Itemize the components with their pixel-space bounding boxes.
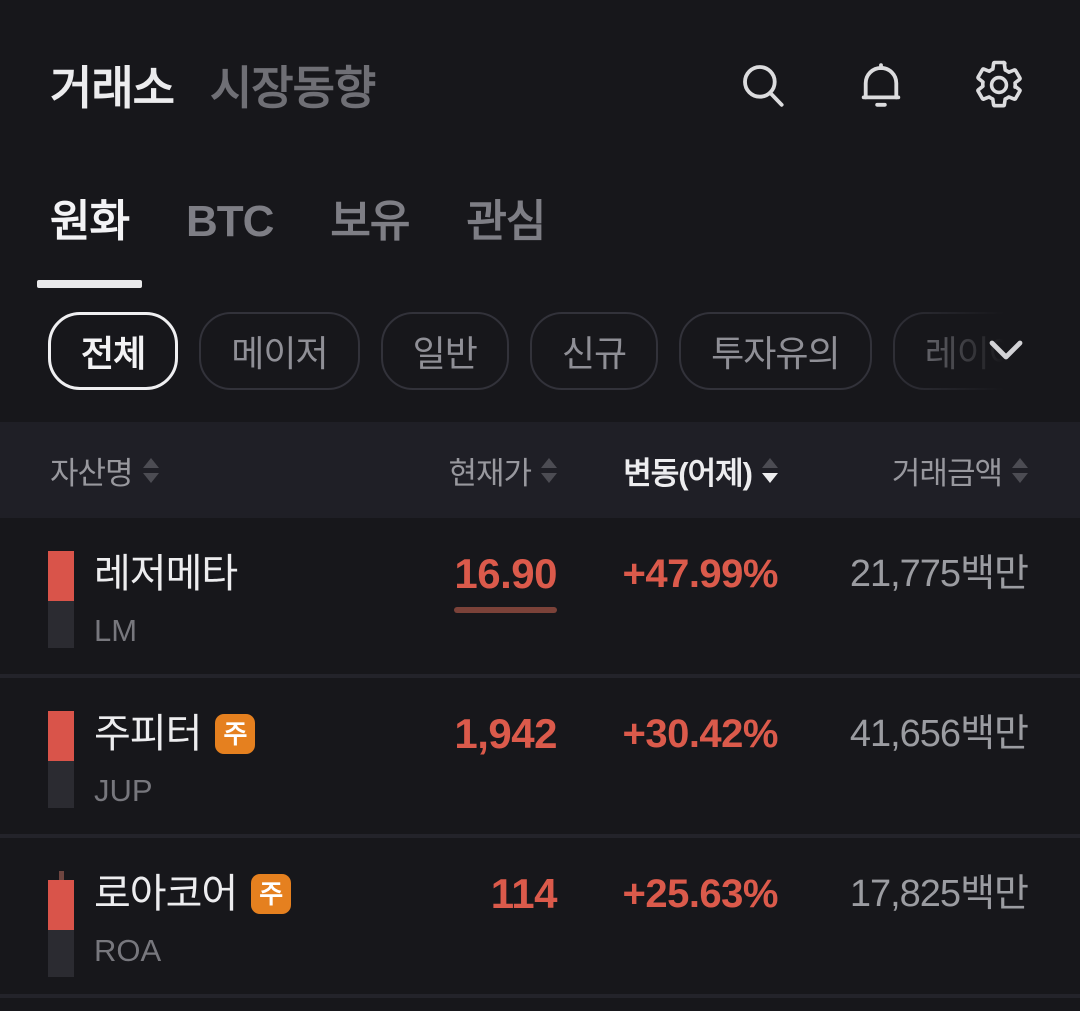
asset-cell: 레저메타 LM <box>50 518 357 654</box>
tab-watchlist[interactable]: 관심 <box>466 192 546 288</box>
column-header-volume-label: 거래금액 <box>891 455 1003 491</box>
change-percent: +25.63% <box>622 872 778 916</box>
tab-btc[interactable]: BTC <box>185 192 274 288</box>
caution-badge: 주 <box>251 874 292 914</box>
tab-krw-label: 원화 <box>50 197 130 246</box>
row-divider <box>0 674 1080 678</box>
filter-chips-row: 전체 메이저 일반 신규 투자유의 레이어 <box>0 306 1080 396</box>
table-header: 자산명 현재가 변동(어제) 거래금액 <box>0 422 1080 518</box>
tab-holdings[interactable]: 보유 <box>330 192 410 288</box>
tab-krw[interactable]: 원화 <box>37 192 142 288</box>
trade-volume: 41,656백만 <box>849 713 1029 755</box>
page-title: 거래소 <box>50 62 175 114</box>
chip-general-label: 일반 <box>412 333 478 374</box>
asset-symbol: LM <box>94 613 138 648</box>
search-icon[interactable] <box>736 58 790 112</box>
chip-major-label: 메이저 <box>231 333 328 374</box>
change-percent: +47.99% <box>622 552 778 596</box>
asset-name: 레저메타 <box>94 552 238 596</box>
price-cell: 16.90 <box>357 518 557 613</box>
tab-holdings-label: 보유 <box>330 197 410 246</box>
bell-icon[interactable] <box>854 58 908 112</box>
price-cell: 114 <box>357 838 558 920</box>
asset-cell: 로아코어 주 ROA <box>50 838 357 974</box>
chevron-down-icon[interactable] <box>982 326 1030 374</box>
trade-volume: 17,825백만 <box>849 873 1029 915</box>
table-row[interactable]: 레저메타 LM 16.90 +47.99% 21,775백만 <box>0 518 1080 674</box>
chip-new-label: 신규 <box>561 333 627 374</box>
chip-all-label: 전체 <box>81 333 146 374</box>
column-header-price[interactable]: 현재가 <box>357 448 557 493</box>
price-flash-underline <box>454 607 557 613</box>
chip-new[interactable]: 신규 <box>529 312 659 390</box>
chip-all[interactable]: 전체 <box>48 312 179 390</box>
gear-icon[interactable] <box>972 58 1026 112</box>
chip-caution[interactable]: 투자유의 <box>679 312 872 390</box>
caution-badge: 주 <box>215 714 256 754</box>
page-subtitle[interactable]: 시장동향 <box>209 62 376 114</box>
column-header-change-label: 변동(어제) <box>623 455 753 491</box>
column-header-asset-label: 자산명 <box>50 455 134 491</box>
header-icons <box>736 58 1026 112</box>
chip-general[interactable]: 일반 <box>380 312 509 390</box>
current-price: 16.90 <box>454 550 557 597</box>
column-header-asset[interactable]: 자산명 <box>50 448 357 493</box>
chip-major[interactable]: 메이저 <box>199 312 360 390</box>
table-row-partial <box>0 998 1080 1011</box>
tab-watchlist-label: 관심 <box>466 197 546 246</box>
current-price: 1,942 <box>454 710 557 757</box>
tab-btc-label: BTC <box>185 197 274 246</box>
asset-symbol: JUP <box>94 773 153 808</box>
price-cell: 1,942 <box>357 678 557 760</box>
row-divider <box>0 994 1080 998</box>
current-price: 114 <box>490 870 558 917</box>
sort-arrows-icon <box>762 457 778 483</box>
column-header-price-label: 현재가 <box>448 455 532 491</box>
row-divider <box>0 834 1080 838</box>
change-percent: +30.42% <box>622 712 778 756</box>
trade-volume: 21,775백만 <box>849 553 1029 595</box>
table-row[interactable]: 주피터 주 JUP 1,942 +30.42% 41,656백만 <box>0 678 1080 834</box>
asset-symbol: ROA <box>94 933 162 968</box>
app-header: 거래소 시장동향 <box>0 0 1080 140</box>
asset-name: 로아코어 <box>94 872 238 916</box>
table-row[interactable]: 로아코어 주 ROA 114 +25.63% 17,825백만 <box>0 838 1080 994</box>
candle-bar-icon <box>48 711 74 808</box>
asset-name: 주피터 <box>94 712 202 756</box>
sort-arrows-icon <box>1012 457 1028 483</box>
asset-cell: 주피터 주 JUP <box>50 678 357 814</box>
sort-arrows-icon <box>142 457 159 483</box>
candle-bar-icon <box>48 871 74 977</box>
sort-arrows-icon <box>541 457 557 483</box>
candle-bar-icon <box>48 551 74 648</box>
column-header-volume[interactable]: 거래금액 <box>778 448 1028 493</box>
chip-caution-label: 투자유의 <box>711 333 840 374</box>
filter-chips: 전체 메이저 일반 신규 투자유의 레이어 <box>0 312 1053 390</box>
column-header-change[interactable]: 변동(어제) <box>557 448 778 493</box>
market-tabs: 원화 BTC 보유 관심 <box>0 192 1080 288</box>
